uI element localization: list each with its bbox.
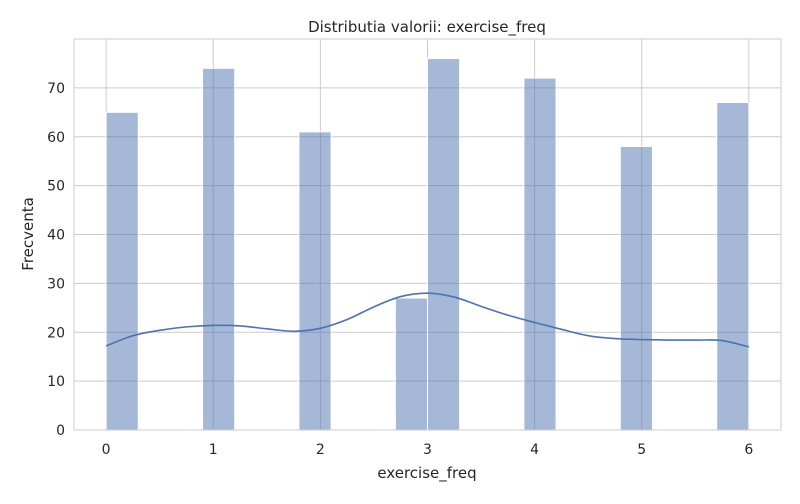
x-tick-label: 4	[530, 442, 539, 458]
y-tick-label: 60	[47, 130, 65, 146]
y-tick-label: 50	[47, 179, 65, 195]
y-axis-label: Frecventa	[19, 197, 37, 271]
histogram-bar	[298, 131, 332, 431]
x-tick-label: 5	[637, 442, 646, 458]
histogram-bar	[202, 67, 236, 431]
histogram-bars	[105, 58, 750, 431]
histogram-bar	[716, 102, 750, 431]
histogram-bar	[523, 77, 557, 431]
y-tick-label: 30	[47, 276, 65, 292]
chart-title: Distributia valorii: exercise_freq	[308, 18, 546, 37]
histogram-bar	[619, 146, 653, 431]
y-tick-label: 20	[47, 325, 65, 341]
histogram-bar	[105, 111, 139, 431]
x-tick-label: 0	[102, 442, 111, 458]
kde-curve	[105, 292, 750, 348]
x-tick-label: 3	[423, 442, 432, 458]
plot-frame	[73, 38, 782, 431]
y-tick-labels: 0 10 20 30 40 50 60 70	[47, 81, 65, 439]
histogram-bar	[427, 58, 461, 431]
y-tick-label: 40	[47, 228, 65, 244]
y-tick-label: 10	[47, 374, 65, 390]
x-tick-label: 2	[316, 442, 325, 458]
x-tick-label: 6	[744, 442, 753, 458]
x-axis-label: exercise_freq	[377, 464, 476, 483]
x-tick-label: 1	[209, 442, 218, 458]
histogram-bar	[394, 297, 429, 431]
x-tick-labels: 0 1 2 3 4 5 6	[102, 442, 754, 458]
y-tick-label: 0	[56, 423, 65, 439]
y-tick-label: 70	[47, 81, 65, 97]
